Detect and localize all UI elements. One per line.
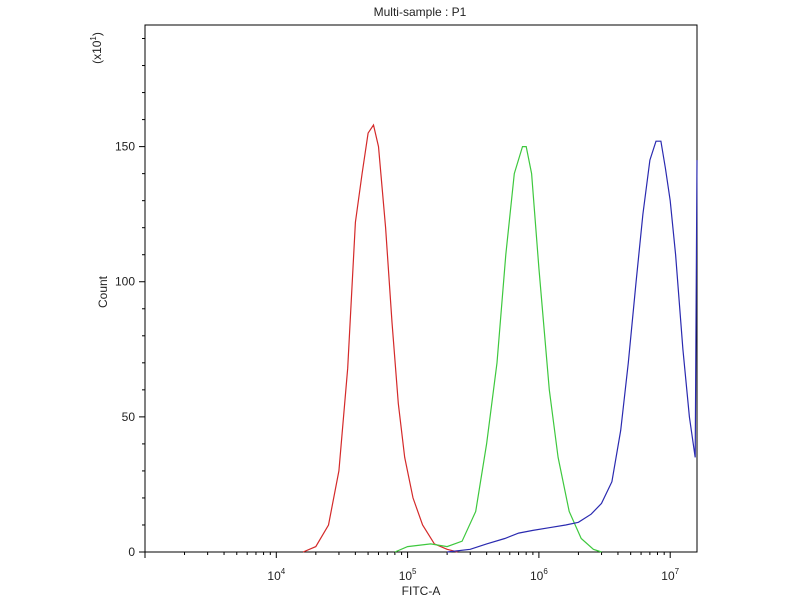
svg-text:(x101): (x101) bbox=[89, 32, 104, 64]
x-axis-label: FITC-A bbox=[402, 584, 441, 598]
x-tick-label: 107 bbox=[661, 567, 679, 583]
x-tick-label: 106 bbox=[530, 567, 548, 583]
y-tick-label: 0 bbox=[128, 545, 135, 559]
series-group bbox=[302, 123, 698, 553]
y-axis-label: Count bbox=[96, 275, 110, 308]
y-axis: 0 50 100 150 bbox=[115, 38, 145, 559]
chart-title: Multi-sample : P1 bbox=[374, 5, 467, 19]
series-line-3 bbox=[447, 140, 698, 553]
plot-area-frame bbox=[144, 24, 698, 553]
series-line-2 bbox=[394, 146, 602, 553]
y-tick-label: 100 bbox=[115, 275, 135, 289]
x-tick-label: 104 bbox=[267, 567, 285, 583]
y-tick-label: 150 bbox=[115, 140, 135, 154]
y-multiplier-label: (x101) bbox=[89, 32, 104, 64]
x-axis: 104 105 106 107 bbox=[144, 552, 680, 583]
x-tick-label: 105 bbox=[399, 567, 417, 583]
y-tick-label: 50 bbox=[122, 410, 136, 424]
series-line-1 bbox=[302, 123, 458, 553]
